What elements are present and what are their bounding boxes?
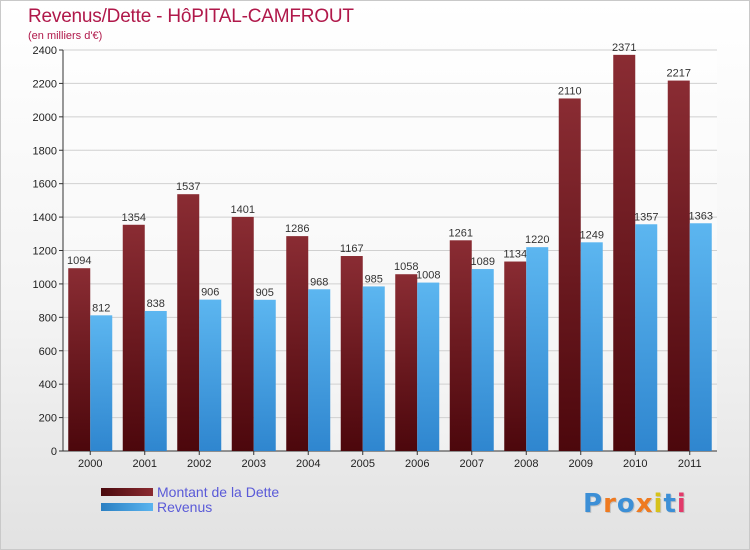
- bar-revenus: [689, 223, 712, 451]
- bar-dette: [613, 54, 636, 451]
- x-tick-label: 2010: [623, 458, 647, 470]
- x-tick-label: 2007: [460, 458, 484, 470]
- x-tick-label: 2004: [296, 458, 320, 470]
- bar-revenus: [144, 310, 167, 451]
- bar-revenus: [253, 299, 276, 451]
- y-tick-label: 1000: [33, 279, 57, 291]
- chart-title: Revenus/Dette - HôPITAL-CAMFROUT: [28, 6, 354, 27]
- data-label-revenus: 838: [147, 298, 165, 310]
- legend-label-dette: Montant de la Dette: [157, 484, 280, 500]
- chart-subtitle: (en milliers d'€): [28, 30, 103, 42]
- data-label-dette: 1286: [285, 223, 309, 235]
- y-tick-label: 0: [51, 446, 57, 458]
- data-label-revenus: 1249: [580, 229, 604, 241]
- data-label-revenus: 905: [256, 287, 274, 299]
- bar-dette: [504, 261, 527, 451]
- x-tick-label: 2003: [242, 458, 266, 470]
- y-tick-label: 1200: [33, 246, 57, 258]
- bar-dette: [558, 98, 581, 452]
- bar-revenus: [362, 286, 385, 451]
- data-label-revenus: 985: [365, 273, 383, 285]
- data-label-revenus: 1357: [634, 211, 658, 223]
- x-tick-label: 2009: [569, 458, 593, 470]
- data-label-dette: 1537: [176, 181, 200, 193]
- bar-revenus: [199, 299, 222, 451]
- legend-label-revenus: Revenus: [157, 499, 213, 515]
- data-label-dette: 2110: [558, 85, 582, 97]
- x-tick-label: 2008: [514, 458, 538, 470]
- bar-dette: [340, 256, 363, 451]
- x-tick-label: 2002: [187, 458, 211, 470]
- data-label-dette: 1134: [503, 249, 527, 261]
- y-tick-label: 2200: [33, 78, 57, 90]
- bar-revenus: [90, 315, 113, 451]
- x-tick-label: 2000: [78, 458, 102, 470]
- y-tick-label: 1400: [33, 212, 57, 224]
- y-tick-label: 400: [39, 379, 57, 391]
- data-label-dette: 2371: [612, 42, 636, 54]
- data-label-revenus: 1363: [689, 210, 713, 222]
- data-label-dette: 2217: [667, 68, 691, 80]
- y-tick-label: 2400: [33, 45, 57, 57]
- data-label-dette: 1094: [67, 255, 91, 267]
- data-label-revenus: 968: [310, 276, 328, 288]
- data-label-dette: 1058: [394, 261, 418, 273]
- y-tick-label: 1600: [33, 179, 57, 191]
- y-tick-label: 800: [39, 312, 57, 324]
- bar-dette: [68, 268, 91, 451]
- bar-revenus: [308, 289, 331, 451]
- data-label-dette: 1354: [122, 212, 146, 224]
- bar-revenus: [635, 224, 658, 451]
- x-tick-label: 2006: [405, 458, 429, 470]
- data-label-revenus: 1008: [416, 270, 440, 282]
- data-label-revenus: 1089: [471, 256, 495, 268]
- proxiti-logo: Proxiti: [583, 489, 687, 519]
- bar-dette: [395, 274, 418, 451]
- bar-dette: [177, 194, 200, 451]
- bar-dette: [286, 236, 309, 451]
- y-tick-label: 1800: [33, 145, 57, 157]
- y-tick-label: 600: [39, 346, 57, 358]
- bar-dette: [449, 240, 472, 451]
- x-tick-label: 2011: [678, 458, 702, 470]
- y-tick-label: 200: [39, 413, 57, 425]
- data-label-revenus: 812: [92, 302, 110, 314]
- data-label-dette: 1401: [231, 204, 255, 216]
- legend-swatch-revenus: [101, 503, 153, 511]
- x-tick-label: 2005: [351, 458, 375, 470]
- data-label-revenus: 1220: [525, 234, 549, 246]
- bar-revenus: [471, 269, 494, 451]
- y-tick-label: 2000: [33, 112, 57, 124]
- bar-revenus: [417, 282, 440, 451]
- bar-dette: [231, 216, 254, 451]
- bar-dette: [122, 224, 145, 451]
- bar-dette: [667, 80, 690, 452]
- data-label-dette: 1167: [340, 243, 364, 255]
- data-label-revenus: 906: [201, 287, 219, 299]
- x-tick-label: 2001: [133, 458, 157, 470]
- data-label-dette: 1261: [449, 227, 473, 239]
- bar-revenus: [580, 242, 603, 451]
- legend-swatch-dette: [101, 488, 153, 496]
- bar-revenus: [526, 247, 549, 451]
